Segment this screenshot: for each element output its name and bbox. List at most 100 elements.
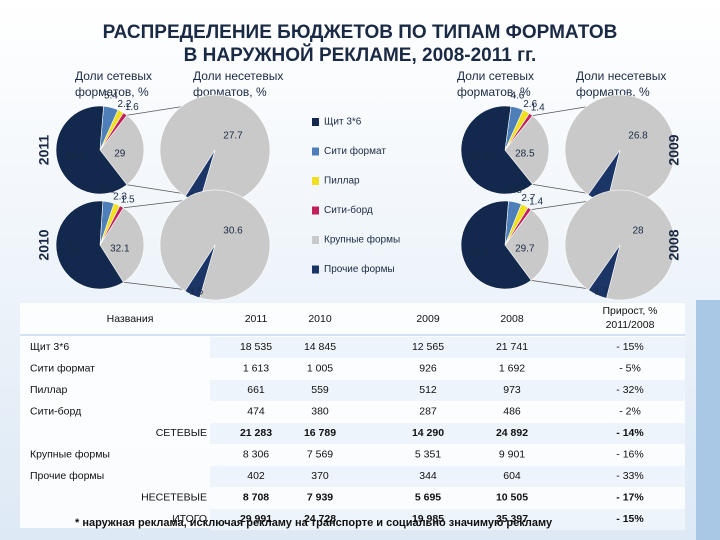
legend-label: Пиллар <box>324 176 360 187</box>
table-cell: - 14% <box>616 427 644 439</box>
table-cell: 5 695 <box>415 491 441 503</box>
data-label: 28 <box>632 226 644 237</box>
table-cell: 18 535 <box>240 341 272 353</box>
table-header: Названия <box>107 313 154 325</box>
table-cell: Щит 3*6 <box>30 341 69 353</box>
table-cell: 10 505 <box>496 491 528 503</box>
table-cell: 24 728 <box>304 513 336 525</box>
footnote: * наружная реклама, исключая рекламу на … <box>75 517 553 529</box>
data-label: 4.8 <box>508 185 522 196</box>
table-cell: 973 <box>503 384 521 396</box>
table-cell: 5 351 <box>415 448 441 460</box>
table-cell: - 15% <box>616 341 643 353</box>
pie-slice <box>55 105 128 195</box>
table-cell: 7 939 <box>307 491 333 503</box>
pie-slice <box>460 200 532 290</box>
table-cell: 29 991 <box>240 513 272 525</box>
table-cell: 12 565 <box>412 341 444 353</box>
table-cell: 344 <box>419 470 437 482</box>
heading: форматов, % <box>75 85 149 99</box>
data-label: 2.2 <box>118 99 132 110</box>
table-row-band <box>210 380 685 401</box>
data-label: 61.4 <box>470 247 490 258</box>
pie-slice <box>184 244 216 299</box>
table-row-band <box>210 466 685 487</box>
data-label: 29.7 <box>515 244 535 255</box>
data-label: 27.7 <box>223 131 243 142</box>
legend-label: Щит 3*6 <box>324 117 362 128</box>
table-cell: 24 892 <box>496 427 528 439</box>
data-label: 62.9 <box>470 152 490 163</box>
data-label: 26.8 <box>628 131 648 142</box>
data-label: 1.6 <box>125 102 139 113</box>
heading: Доли несетевых <box>576 69 666 83</box>
data-label: 2.6 <box>523 99 537 110</box>
table-cell: 559 <box>311 384 329 396</box>
table-cell: СЕТЕВЫЕ <box>156 427 207 439</box>
table-cell: 661 <box>247 384 265 396</box>
data-label: 1.7 <box>594 287 608 298</box>
data-label: 1.5 <box>121 194 135 205</box>
pie-slice <box>460 105 533 195</box>
table-cell: 512 <box>419 384 437 396</box>
legend-swatch <box>312 265 319 274</box>
table-cell: 402 <box>247 470 265 482</box>
pie-slice <box>55 200 124 290</box>
table-row-band <box>210 423 685 444</box>
data-label: 61.8 <box>65 152 85 163</box>
table-row-band <box>210 509 685 530</box>
table-cell: 35 397 <box>496 513 528 525</box>
table-cell: 14 290 <box>412 427 444 439</box>
data-label: 4.6 <box>510 91 524 102</box>
table-cell: 21 741 <box>496 341 528 353</box>
legend-label: Прочие формы <box>324 263 395 275</box>
pie-slice <box>99 207 145 283</box>
pie-slice <box>504 209 550 281</box>
legend-swatch <box>312 118 319 126</box>
data-label: 28.5 <box>515 149 535 160</box>
data-label: 60 <box>69 246 81 257</box>
table-cell: 21 283 <box>240 427 272 439</box>
table-cell: - 17% <box>616 491 644 503</box>
table-cell: 287 <box>419 405 437 417</box>
table-cell: Крупные формы <box>30 448 110 460</box>
table-cell: - 16% <box>616 448 643 460</box>
data-label: 2.3 <box>113 192 127 203</box>
year-label: 2009 <box>666 134 682 165</box>
table-cell: Сити формат <box>30 362 95 374</box>
table-header: Прирост, % <box>603 305 658 317</box>
data-label: 29 <box>114 149 126 160</box>
legend-label: Сити-борд <box>324 204 373 216</box>
data-label: 5.4 <box>104 90 118 101</box>
table-cell: 16 789 <box>304 427 336 439</box>
table-header: 2010 <box>308 313 332 325</box>
data-label: 1.4 <box>529 197 543 208</box>
table-header: 2011 <box>245 313 268 325</box>
table-row-band <box>210 337 685 358</box>
table-cell: - 32% <box>616 384 643 396</box>
table-cell: 926 <box>419 362 437 374</box>
year-label: 2010 <box>36 229 52 260</box>
heading: форматов, % <box>457 85 531 99</box>
table-cell: 19 985 <box>412 513 444 525</box>
legend-swatch <box>312 177 319 185</box>
table-cell: 1 005 <box>307 362 333 374</box>
table-cell: НЕСЕТЕВЫЕ <box>141 491 207 503</box>
table-cell: - 5% <box>619 362 641 374</box>
pie-slice <box>588 244 621 299</box>
legend-swatch <box>312 236 319 244</box>
year-label: 2011 <box>36 135 52 166</box>
data-label: 2.7 <box>521 193 535 204</box>
table-cell: Пиллар <box>30 384 68 396</box>
table-cell: 8 708 <box>243 491 269 503</box>
legend-swatch <box>312 147 319 156</box>
data-label: 32.1 <box>110 244 130 255</box>
legend-swatch <box>312 206 319 215</box>
table-cell: 7 569 <box>307 448 333 460</box>
table-header: 2008 <box>500 313 524 325</box>
table-cell: 370 <box>311 470 329 482</box>
year-label: 2008 <box>666 229 682 260</box>
table-cell: 1 613 <box>243 362 269 374</box>
table-header: 2009 <box>416 313 440 325</box>
